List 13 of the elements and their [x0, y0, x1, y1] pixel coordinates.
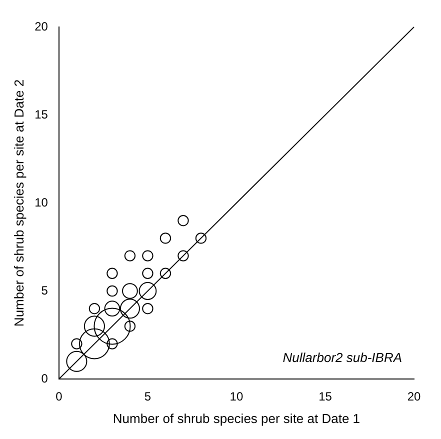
y-tick-label: 0	[41, 371, 48, 386]
y-tick-label: 10	[34, 195, 48, 210]
y-tick-label: 15	[34, 107, 48, 122]
x-tick-label: 10	[230, 390, 244, 404]
x-tick-label: 15	[318, 390, 332, 404]
x-axis-title: Number of shrub species per site at Date 1	[112, 410, 360, 426]
x-tick-label: 5	[144, 390, 152, 404]
y-axis-title: Number of shrub species per site at Date 2	[11, 79, 26, 327]
y-tick-label: 5	[41, 283, 48, 298]
x-tick-label: 0	[56, 390, 63, 404]
x-tick-label: 20	[407, 390, 421, 404]
y-tick-label: 20	[34, 19, 48, 34]
annotation: Nullarbor2 sub-IBRA	[282, 350, 402, 366]
